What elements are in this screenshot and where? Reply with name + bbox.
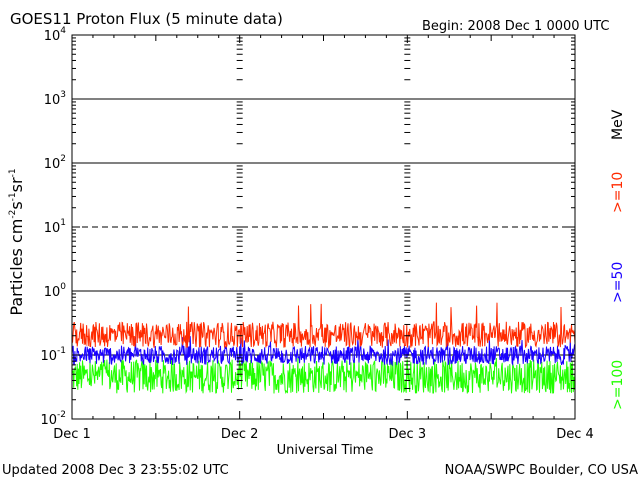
legend-entry: >=10 [610, 172, 626, 213]
series-line [71, 302, 576, 350]
y-tick-label: 10-2 [40, 410, 66, 428]
x-tick-label: Dec 4 [556, 427, 594, 442]
legend-entry: >=100 [610, 360, 626, 410]
y-tick-labels: 104 103 102 101 100 10-1 10-2 [40, 26, 66, 428]
y-axis-label: Particles cm-2s-1sr-1 [7, 168, 26, 315]
y-tick-label: 103 [44, 90, 66, 108]
x-tick-labels: Dec 1 Dec 2 Dec 3 Dec 4 [53, 427, 594, 442]
x-tick-label: Dec 2 [221, 427, 259, 442]
footer-updated: Updated 2008 Dec 3 23:55:02 UTC [2, 463, 229, 478]
x-tick-label: Dec 1 [53, 427, 91, 442]
y-tick-label: 101 [44, 218, 66, 236]
plot-frame [71, 34, 576, 420]
series-line [71, 357, 576, 395]
svg-text:Particles cm-2s-1sr-1: Particles cm-2s-1sr-1 [7, 168, 26, 315]
legend-entry: >=50 [610, 262, 626, 303]
y-tick-label: 100 [44, 282, 67, 300]
footer-source: NOAA/SWPC Boulder, CO USA [445, 463, 638, 478]
series-line [71, 336, 576, 367]
y-tick-label: 102 [44, 154, 66, 172]
chart-title: GOES11 Proton Flux (5 minute data) [10, 10, 283, 28]
begin-label: Begin: 2008 Dec 1 0000 UTC [422, 19, 609, 34]
series-layer [71, 302, 576, 395]
x-tick-label: Dec 3 [389, 427, 427, 442]
x-axis-label: Universal Time [277, 443, 374, 458]
legend-unit: MeV [610, 109, 626, 140]
y-tick-label: 104 [44, 26, 67, 44]
legend: >=10 >=50 >=100 MeV [610, 109, 626, 410]
y-tick-label: 10-1 [40, 346, 66, 364]
threshold-lines [72, 98, 575, 356]
